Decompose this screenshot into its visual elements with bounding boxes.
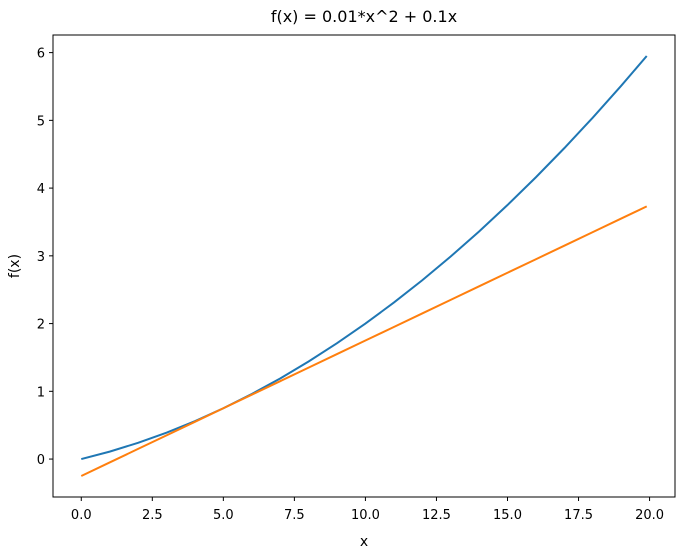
y-tick-label: 0 xyxy=(37,453,45,468)
y-tick-label: 1 xyxy=(37,385,45,400)
chart-title: f(x) = 0.01*x^2 + 0.1x xyxy=(271,7,457,26)
x-tick-label: 5.0 xyxy=(213,508,234,523)
y-tick-label: 2 xyxy=(37,318,45,333)
y-axis-label: f(x) xyxy=(7,254,23,278)
x-tick-label: 12.5 xyxy=(422,508,451,523)
x-tick-label: 17.5 xyxy=(564,508,593,523)
x-tick-label: 0.0 xyxy=(71,508,92,523)
y-tick-label: 3 xyxy=(37,250,45,265)
y-tick-label: 6 xyxy=(37,47,45,62)
axes-frame xyxy=(52,34,676,498)
y-tick-label: 5 xyxy=(37,114,45,129)
x-tick-label: 10.0 xyxy=(351,508,380,523)
x-tick-label: 20.0 xyxy=(635,508,664,523)
y-tick-label: 4 xyxy=(37,182,45,197)
x-tick-label: 7.5 xyxy=(284,508,305,523)
x-tick-label: 15.0 xyxy=(493,508,522,523)
line-series xyxy=(81,55,648,461)
line-series xyxy=(80,205,648,477)
x-axis-label: x xyxy=(360,534,368,550)
x-tick-label: 2.5 xyxy=(142,508,163,523)
